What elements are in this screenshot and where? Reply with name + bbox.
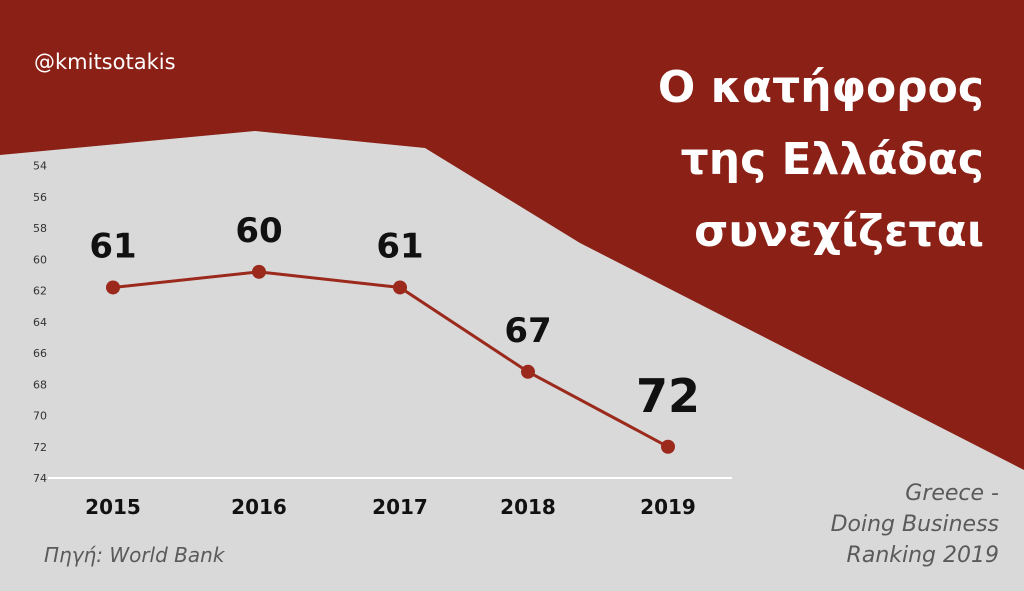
caption-line: Greece -	[905, 481, 999, 506]
data-label: 60	[235, 211, 282, 251]
y-tick-label: 54	[33, 160, 47, 173]
caption-line: Ranking 2019	[846, 543, 999, 568]
chart-caption: Greece - Doing Business Ranking 2019	[679, 478, 999, 571]
data-point	[393, 280, 407, 295]
y-tick-label: 66	[33, 347, 47, 360]
x-tick-label: 2016	[231, 495, 287, 519]
x-tick-label: 2018	[500, 495, 556, 519]
y-tick-label: 70	[33, 410, 47, 423]
data-point	[661, 439, 675, 454]
data-label: 61	[376, 226, 423, 266]
y-tick-label: 56	[33, 191, 47, 204]
twitter-handle: @kmitsotakis	[34, 50, 176, 74]
caption-line: Doing Business	[830, 512, 999, 537]
x-tick-label: 2017	[372, 495, 428, 519]
y-tick-label: 58	[33, 222, 47, 235]
data-label: 61	[89, 226, 136, 266]
x-axis-labels: 2015 2016 2017 2018 2019	[85, 495, 696, 519]
source-note: Πηγή: World Bank	[44, 543, 225, 567]
x-tick-label: 2019	[640, 495, 696, 519]
y-tick-label: 74	[33, 472, 47, 485]
y-tick-label: 60	[33, 253, 47, 266]
data-point	[106, 280, 120, 295]
background-accent-shape	[0, 0, 1024, 470]
data-point	[252, 264, 266, 279]
title-line: συνεχίζεται	[694, 206, 984, 257]
y-tick-label: 64	[33, 316, 47, 329]
data-labels: 61 60 61 67 72	[89, 211, 700, 423]
data-point	[521, 364, 535, 379]
series-line	[112, 270, 669, 449]
y-axis: 54 56 58 60 62 64 66 68 70 72 74	[33, 160, 47, 485]
y-tick-label: 62	[33, 285, 47, 298]
title-line: της Ελλάδας	[680, 134, 984, 185]
data-label: 67	[504, 311, 551, 351]
y-tick-label: 72	[33, 441, 47, 454]
title-line: Ο κατήφορος	[657, 62, 984, 113]
page-title: Ο κατήφορος της Ελλάδας συνεχίζεται	[424, 52, 984, 268]
data-label: 72	[636, 369, 700, 423]
data-points	[106, 264, 675, 454]
y-tick-label: 68	[33, 378, 47, 391]
x-tick-label: 2015	[85, 495, 141, 519]
